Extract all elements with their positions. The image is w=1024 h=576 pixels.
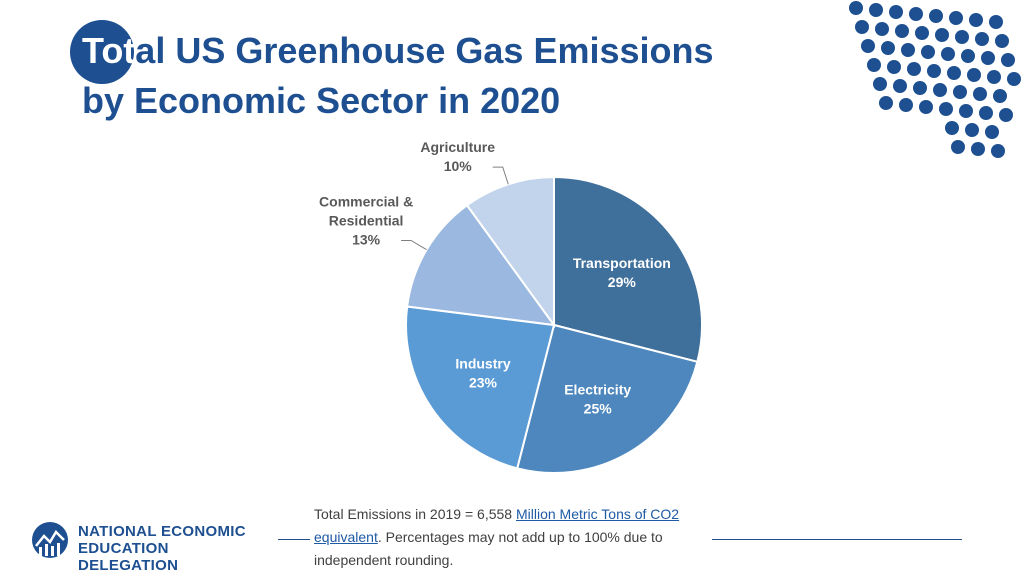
decor-dot: [969, 13, 983, 27]
decorative-dots: [849, 1, 1021, 158]
logo-line-2: EDUCATION DELEGATION: [78, 540, 179, 574]
decor-dot: [949, 11, 963, 25]
label-transportation: Transportation 29%: [573, 255, 671, 290]
decor-dot: [893, 79, 907, 93]
decor-dot: [1001, 53, 1015, 67]
decor-dot: [901, 43, 915, 57]
decor-dot: [989, 15, 1003, 29]
decor-dot: [899, 98, 913, 112]
decor-dot: [951, 140, 965, 154]
decor-dot: [961, 49, 975, 63]
logo: NATIONAL ECONOMIC EDUCATION DELEGATION: [30, 518, 270, 574]
title-accent-circle: [70, 20, 134, 84]
decor-dot: [953, 85, 967, 99]
decor-dot: [967, 68, 981, 82]
decor-dot: [939, 102, 953, 116]
pie-slices: [405, 175, 703, 474]
decor-dot: [873, 77, 887, 91]
decor-dot: [993, 89, 1007, 103]
leader-line-commercial-residential: [401, 239, 427, 251]
logo-text: NATIONAL ECONOMIC EDUCATION DELEGATION: [78, 523, 270, 574]
decor-dot: [867, 58, 881, 72]
decor-dot: [861, 39, 875, 53]
decor-dot: [971, 142, 985, 156]
footnote-suffix: . Percentages may not add up to 100% due…: [314, 529, 663, 568]
decor-dot: [935, 28, 949, 42]
decor-dot: [929, 9, 943, 23]
label-commercial-residential: Commercial & Residential 13%: [319, 193, 413, 247]
title-part-a: Tot: [82, 30, 136, 71]
decor-dot: [909, 7, 923, 21]
decor-dot: [895, 24, 909, 38]
label-electricity: Electricity 25%: [564, 381, 631, 416]
decor-dot: [955, 30, 969, 44]
label-agriculture: Agriculture 10%: [420, 139, 495, 174]
decor-dot: [1007, 72, 1021, 86]
decor-dot: [987, 70, 1001, 84]
decor-dot: [907, 62, 921, 76]
decor-dot: [869, 3, 883, 17]
decor-dot: [913, 81, 927, 95]
slice-electricity: [515, 323, 699, 474]
title-line-2: by Economic Sector in 2020: [82, 80, 561, 121]
decor-dot: [941, 47, 955, 61]
decor-dot: [915, 26, 929, 40]
decor-dot: [959, 104, 973, 118]
label-industry: Industry 23%: [455, 356, 510, 391]
page-title: Total US Greenhouse Gas Emissions by Eco…: [82, 26, 782, 126]
pie-labels: Transportation 29% Electricity 25% Industry 2…: [319, 139, 671, 416]
decor-dot: [979, 106, 993, 120]
decor-dot: [889, 5, 903, 19]
decor-dot: [919, 100, 933, 114]
slice-transportation: [553, 175, 703, 364]
footnote: Total Emissions in 2019 = 6,558 Million …: [314, 503, 704, 572]
footnote-link-unit[interactable]: Million Metric Tons of CO2: [515, 506, 680, 522]
decor-dot: [887, 60, 901, 74]
footnote-link-equivalent[interactable]: equivalent: [314, 529, 378, 545]
decor-dot: [881, 41, 895, 55]
decor-dot: [965, 123, 979, 137]
decor-dot: [991, 144, 1005, 158]
decor-dot: [875, 22, 889, 36]
decor-dot: [995, 34, 1009, 48]
title-part-b: al US Greenhouse Gas Emissions: [135, 30, 714, 71]
decor-dot: [975, 32, 989, 46]
decor-dot: [999, 108, 1013, 122]
decor-dot: [947, 66, 961, 80]
globe-logo-icon: [32, 522, 68, 558]
decor-dot: [981, 51, 995, 65]
decor-dot: [921, 45, 935, 59]
footer-rule-left: [278, 539, 310, 540]
decor-dot: [985, 125, 999, 139]
slice-industry: [405, 305, 556, 470]
leader-line-agriculture: [492, 166, 509, 185]
footnote-prefix: Total Emissions in 2019 = 6,558: [314, 506, 516, 522]
logo-line-1: NATIONAL ECONOMIC: [78, 523, 246, 540]
decor-dot: [879, 96, 893, 110]
decor-dot: [945, 121, 959, 135]
decor-dot: [933, 83, 947, 97]
decor-dot: [973, 87, 987, 101]
footer-rule-right: [712, 539, 962, 540]
decor-dot: [927, 64, 941, 78]
decor-dot: [849, 1, 863, 15]
decor-dot: [855, 20, 869, 34]
